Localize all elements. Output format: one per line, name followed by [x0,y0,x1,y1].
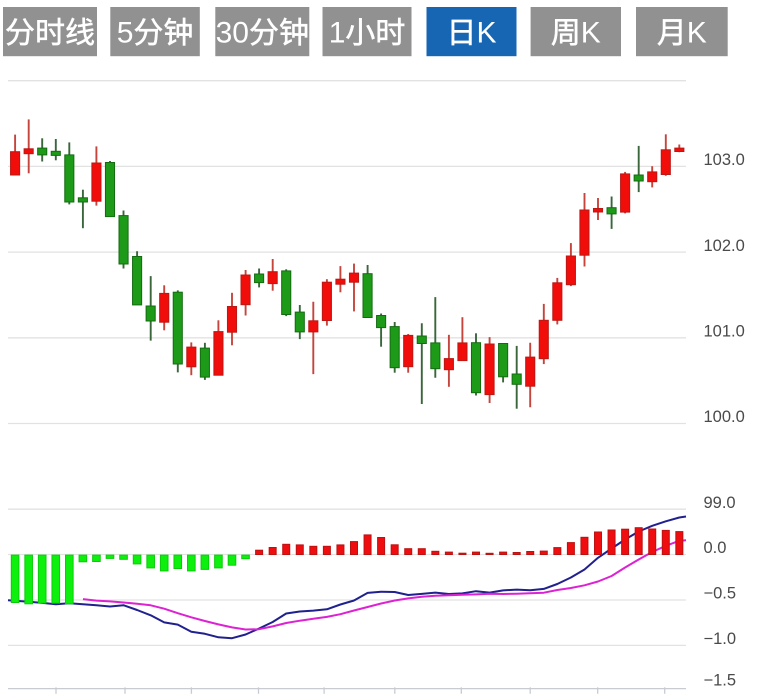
svg-text:100.0: 100.0 [704,408,745,426]
svg-text:99.0: 99.0 [704,494,736,512]
svg-text:0.0: 0.0 [704,539,727,557]
svg-text:−0.5: −0.5 [704,585,737,603]
svg-text:K: K [687,17,707,50]
svg-text:K: K [477,17,497,50]
svg-text:5: 5 [117,17,134,50]
svg-text:−1.0: −1.0 [704,630,737,648]
svg-text:103.0: 103.0 [704,151,745,169]
svg-text:K: K [581,17,601,50]
svg-text:102.0: 102.0 [704,237,745,255]
svg-text:−1.5: −1.5 [704,672,737,690]
svg-text:30: 30 [216,17,249,50]
svg-text:101.0: 101.0 [704,323,745,341]
svg-text:1: 1 [329,17,346,50]
